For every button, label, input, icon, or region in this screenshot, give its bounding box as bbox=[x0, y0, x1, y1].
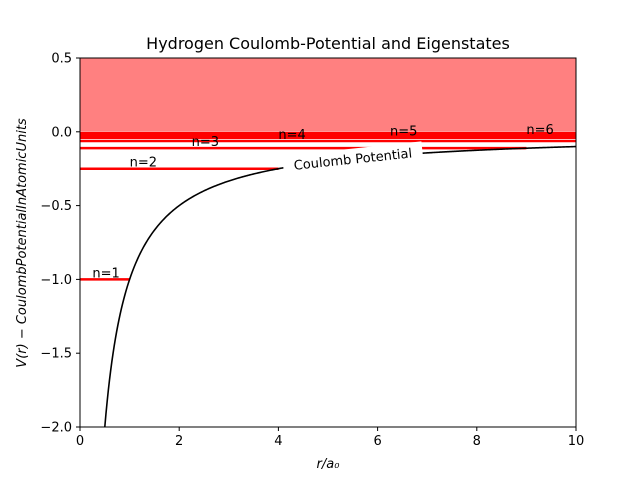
level-label: n=3 bbox=[192, 135, 219, 150]
x-tick-label: 2 bbox=[175, 434, 183, 449]
x-axis-label: r/a₀ bbox=[317, 457, 341, 472]
y-axis-label: V(r) − CoulombPotentialInAtomicUnits bbox=[15, 118, 30, 368]
level-label: n=4 bbox=[278, 128, 305, 143]
x-tick-label: 0 bbox=[76, 434, 84, 449]
continuum-region bbox=[80, 58, 576, 132]
chart-title: Hydrogen Coulomb-Potential and Eigenstat… bbox=[146, 34, 510, 53]
y-tick-label: 0.5 bbox=[51, 52, 72, 67]
level-label: n=1 bbox=[92, 266, 119, 281]
y-tick-label: −0.5 bbox=[40, 199, 72, 214]
plot-area: Coulomb Potential n=1 n=2 n=3 n=4 n=5 n=6 bbox=[80, 58, 576, 427]
x-tick-label: 10 bbox=[568, 434, 585, 449]
y-tick-label: 0.0 bbox=[51, 125, 72, 140]
y-tick-label: −1.5 bbox=[40, 347, 72, 362]
x-tick-label: 4 bbox=[274, 434, 282, 449]
x-tick-label: 6 bbox=[373, 434, 381, 449]
level-label: n=6 bbox=[526, 123, 553, 138]
y-tick-label: −1.0 bbox=[40, 273, 72, 288]
level-label: n=5 bbox=[390, 125, 417, 140]
level-label: n=2 bbox=[130, 156, 157, 171]
curve-label-group: Coulomb Potential bbox=[282, 141, 424, 176]
plot-inner bbox=[80, 58, 576, 427]
x-tick-label: 8 bbox=[473, 434, 481, 449]
curve-label-background bbox=[282, 141, 424, 176]
axes: 0 2 4 6 8 10 0.5 0.0 −0.5 −1.0 −1.5 −2.0 bbox=[40, 52, 584, 450]
axes-frame bbox=[79, 57, 577, 428]
y-tick-label: −2.0 bbox=[40, 421, 72, 436]
potential-curve bbox=[104, 145, 576, 427]
